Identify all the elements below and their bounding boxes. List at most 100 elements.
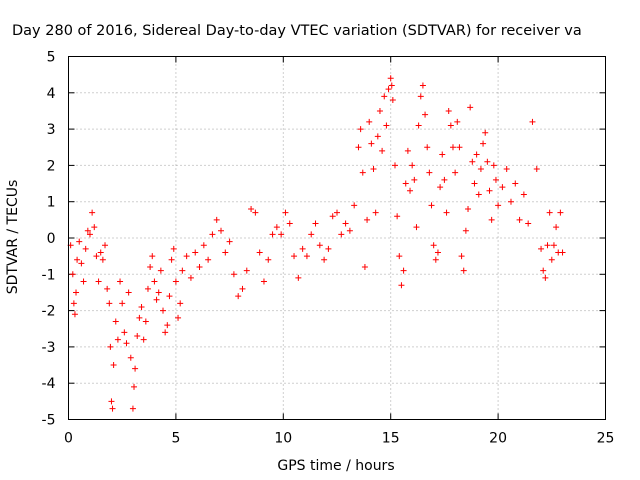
data-point-plus bbox=[209, 231, 216, 238]
data-point-plus bbox=[239, 285, 246, 292]
x-tick-label: 10 bbox=[274, 431, 292, 447]
data-point-plus bbox=[370, 166, 377, 173]
data-point-plus bbox=[117, 278, 124, 285]
data-point-plus bbox=[447, 122, 454, 129]
data-point-plus bbox=[252, 209, 259, 216]
data-point-plus bbox=[93, 253, 100, 260]
data-point-plus bbox=[477, 166, 484, 173]
data-point-plus bbox=[125, 289, 132, 296]
data-point-plus bbox=[467, 104, 474, 111]
data-point-plus bbox=[164, 322, 171, 329]
data-point-plus bbox=[316, 242, 323, 249]
data-point-plus bbox=[282, 209, 289, 216]
data-point-plus bbox=[299, 245, 306, 252]
data-point-plus bbox=[129, 405, 136, 412]
x-tick-label: 20 bbox=[489, 431, 507, 447]
data-point-plus bbox=[351, 202, 358, 209]
data-point-plus bbox=[243, 267, 250, 274]
data-point-plus bbox=[175, 314, 182, 321]
y-tick-label: 2 bbox=[47, 158, 56, 174]
data-point-plus bbox=[538, 245, 545, 252]
data-point-plus bbox=[548, 256, 555, 263]
data-point-plus bbox=[140, 336, 147, 343]
y-tick-labels: -5 -4 -3 -2 -1 0 1 2 3 4 5 bbox=[42, 50, 56, 429]
data-point-plus bbox=[424, 144, 431, 151]
data-point-plus bbox=[91, 224, 98, 231]
data-point-plus bbox=[488, 216, 495, 223]
data-point-plus bbox=[415, 122, 422, 129]
data-point-plus bbox=[82, 245, 89, 252]
data-point-plus bbox=[462, 227, 469, 234]
data-point-plus bbox=[131, 383, 138, 390]
data-point-plus bbox=[503, 166, 510, 173]
data-point-plus bbox=[256, 249, 263, 256]
data-point-plus bbox=[516, 216, 523, 223]
data-point-plus bbox=[303, 253, 310, 260]
data-point-plus bbox=[76, 238, 83, 245]
data-point-plus bbox=[248, 205, 255, 212]
data-point-plus bbox=[437, 184, 444, 191]
data-point-plus bbox=[394, 213, 401, 220]
data-point-plus bbox=[269, 231, 276, 238]
data-point-plus bbox=[492, 176, 499, 183]
data-point-plus bbox=[142, 318, 149, 325]
data-point-plus bbox=[357, 126, 364, 133]
y-tick-label: -1 bbox=[42, 267, 56, 283]
data-point-plus bbox=[308, 231, 315, 238]
x-tick-label: 5 bbox=[171, 431, 180, 447]
data-point-plus bbox=[402, 180, 409, 187]
plot-frame bbox=[68, 56, 606, 420]
data-point-plus bbox=[235, 293, 242, 300]
x-tick-label: 0 bbox=[64, 431, 73, 447]
data-point-plus bbox=[177, 300, 184, 307]
data-point-plus bbox=[278, 231, 285, 238]
data-point-plus bbox=[110, 362, 117, 369]
data-point-plus bbox=[495, 202, 502, 209]
data-point-plus bbox=[73, 289, 80, 296]
data-point-plus bbox=[102, 242, 109, 249]
data-point-plus bbox=[546, 209, 553, 216]
data-point-plus bbox=[409, 162, 416, 169]
data-point-plus bbox=[460, 267, 467, 274]
data-point-plus bbox=[391, 162, 398, 169]
data-point-plus bbox=[432, 256, 439, 263]
chart-title: Day 280 of 2016, Sidereal Day-to-day VTE… bbox=[12, 23, 582, 39]
data-point-plus bbox=[542, 274, 549, 281]
data-point-plus bbox=[525, 220, 532, 227]
data-point-plus bbox=[379, 147, 386, 154]
data-point-plus bbox=[387, 75, 394, 82]
data-point-plus bbox=[97, 249, 104, 256]
data-point-plus bbox=[419, 82, 426, 89]
data-point-plus bbox=[443, 209, 450, 216]
data-point-plus bbox=[434, 249, 441, 256]
data-point-plus bbox=[286, 220, 293, 227]
data-point-plus bbox=[104, 285, 111, 292]
data-point-plus bbox=[445, 107, 452, 114]
data-point-plus bbox=[84, 227, 91, 234]
data-point-plus bbox=[484, 158, 491, 165]
data-point-plus bbox=[430, 242, 437, 249]
data-point-plus bbox=[368, 140, 375, 147]
data-point-plus bbox=[187, 274, 194, 281]
data-point-plus bbox=[71, 311, 78, 318]
x-tick-label: 15 bbox=[382, 431, 400, 447]
data-point-plus bbox=[338, 231, 345, 238]
data-point-plus bbox=[507, 198, 514, 205]
data-point-plus bbox=[89, 209, 96, 216]
data-point-plus bbox=[162, 329, 169, 336]
data-point-plus bbox=[529, 118, 536, 125]
data-point-plus bbox=[471, 180, 478, 187]
data-point-plus bbox=[226, 238, 233, 245]
data-point-plus bbox=[411, 176, 418, 183]
data-point-plus bbox=[138, 303, 145, 310]
data-point-plus bbox=[469, 158, 476, 165]
data-point-plus bbox=[132, 365, 139, 372]
data-point-plus bbox=[465, 205, 472, 212]
data-point-plus bbox=[473, 151, 480, 158]
data-point-plus bbox=[452, 169, 459, 176]
data-point-plus bbox=[205, 256, 212, 263]
data-point-plus bbox=[364, 216, 371, 223]
data-points bbox=[67, 75, 566, 412]
data-point-plus bbox=[475, 191, 482, 198]
